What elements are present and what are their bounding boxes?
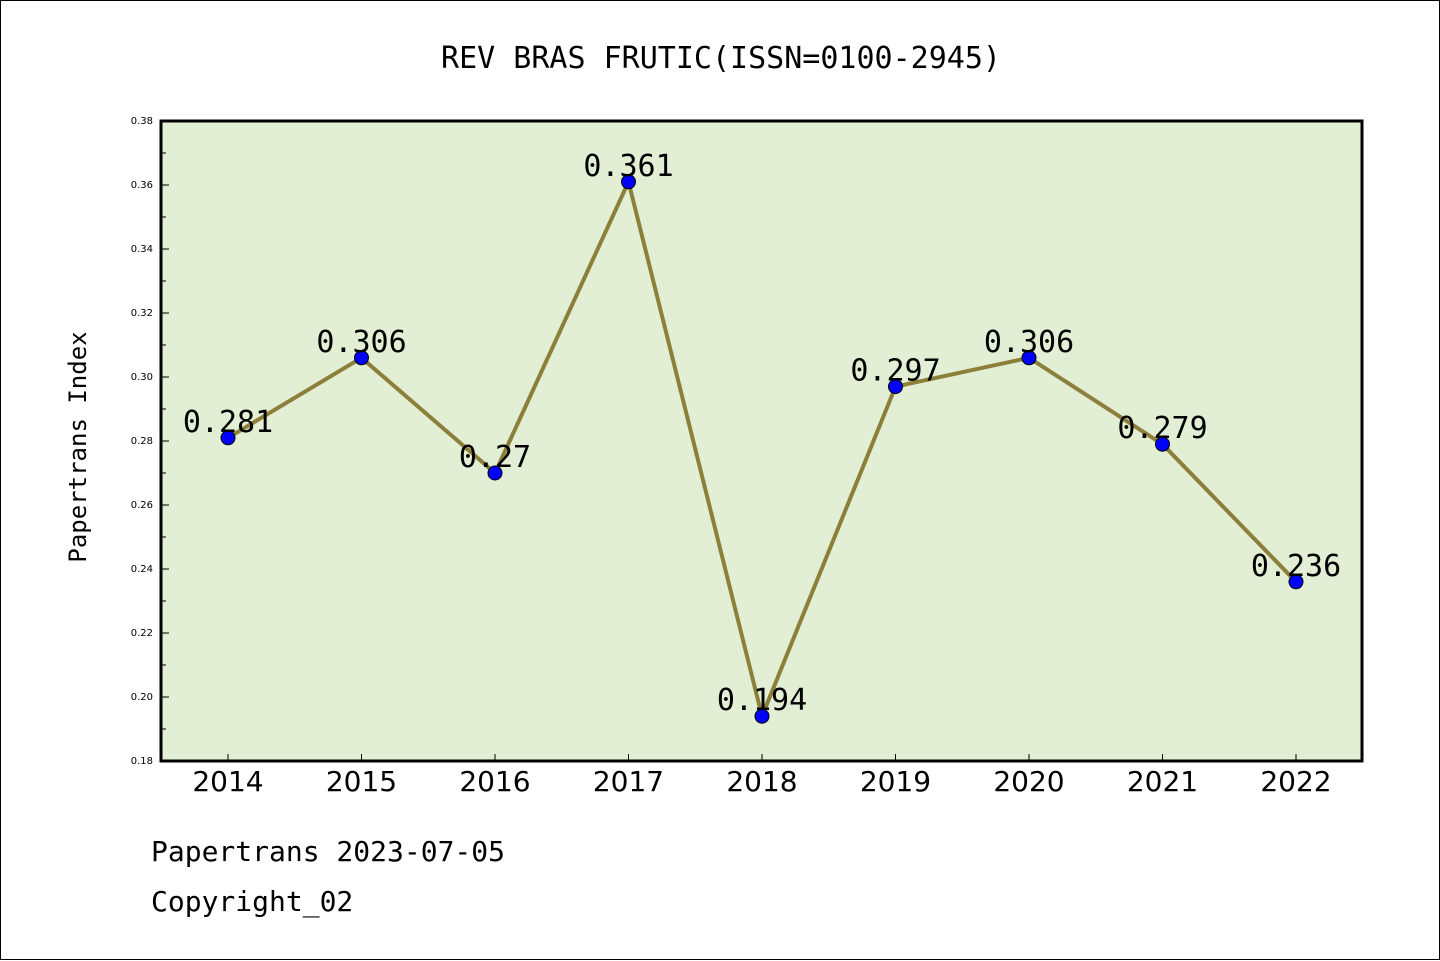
x-tick-label: 2022 [1260,765,1331,798]
x-tick-label: 2019 [860,765,931,798]
y-axis-label: Papertrans Index [64,331,92,562]
axis-ticks: 0.18 0.20 0.22 0.24 0.26 0.28 0.30 0.32 0.34 0.36… [131,116,1332,798]
x-tick-label: 2014 [192,765,263,798]
chart-title: REV BRAS FRUTIC(ISSN=0100-2945) [441,41,1001,76]
data-labels: 0.281 0.306 0.27 0.361 0.194 0.297 0.306 0.279 0… [183,149,1341,718]
y-tick-label: 0.36 [131,180,153,191]
data-point [487,465,503,481]
y-tick-label: 0.34 [131,244,153,255]
data-label: 0.194 [717,683,807,718]
data-label: 0.27 [459,440,531,475]
y-tick-label: 0.30 [131,372,153,383]
data-point [888,379,903,395]
data-label: 0.297 [850,354,940,389]
y-tick-label: 0.26 [131,500,153,511]
plot-border [159,119,1364,763]
y-tick-label: 0.18 [131,756,153,767]
data-label: 0.306 [984,325,1074,360]
y-tick-label: 0.28 [131,436,153,447]
data-label: 0.236 [1251,549,1341,584]
y-tick-label: 0.20 [131,692,153,703]
footer-copyright: Copyright_02 [151,885,354,918]
x-tick-label: 2020 [993,765,1064,798]
x-tick-label: 2021 [1127,765,1198,798]
data-label: 0.306 [316,325,406,360]
x-tick-label: 2016 [459,765,530,798]
data-point [1021,350,1037,366]
data-point [220,430,236,446]
data-point [1288,574,1304,590]
data-points [220,174,1304,724]
x-tick-label: 2017 [593,765,664,798]
data-point [754,708,770,724]
data-label: 0.279 [1117,411,1207,446]
footer-date-line: Papertrans 2023-07-05 [151,835,506,868]
x-tick-label: 2015 [326,765,397,798]
data-point [621,174,636,190]
y-tick-label: 0.32 [131,308,153,319]
data-label: 0.281 [183,405,273,440]
data-point [1155,436,1170,452]
x-tick-label: 2018 [726,765,797,798]
y-tick-label: 0.38 [131,116,153,127]
data-point [354,350,369,366]
y-tick-label: 0.22 [131,628,153,639]
data-label: 0.361 [583,149,673,184]
y-tick-label: 0.24 [131,564,153,575]
